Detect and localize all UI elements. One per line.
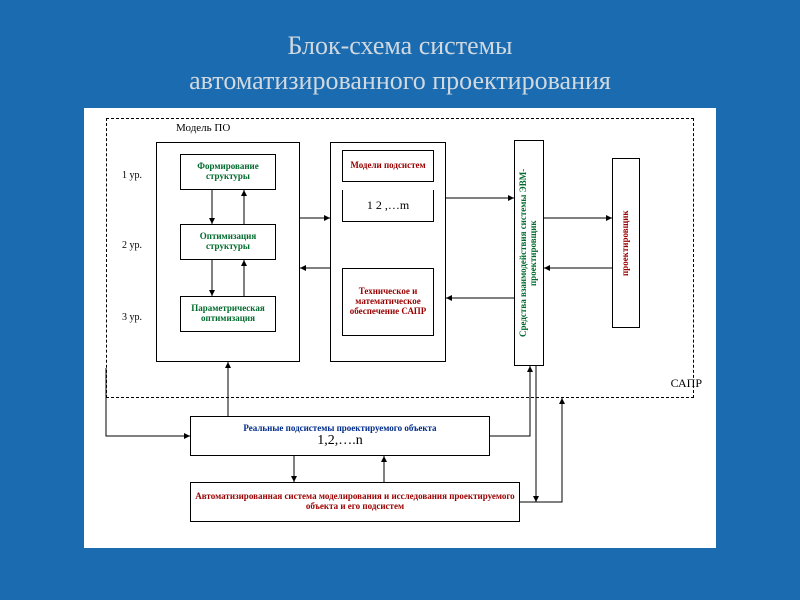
real-subsystems-title: Реальные подсистемы проектируемого объек…: [243, 424, 436, 434]
level-1-label: 1 ур.: [122, 170, 142, 181]
sapr-label: САПР: [671, 376, 702, 391]
node-optimization: Оптимизация структуры: [180, 224, 276, 260]
node-tech-math: Техническое и математическое обеспечение…: [342, 268, 434, 336]
node-interaction-tools: Средства взаимодействия системы ЭВМ-прое…: [514, 140, 544, 366]
node-designer: проектировщик: [612, 158, 640, 328]
node-parametric: Параметрическая оптимизация: [180, 296, 276, 332]
node-real-subsystems: Реальные подсистемы проектируемого объек…: [190, 416, 490, 456]
level-3-label: 3 ур.: [122, 312, 142, 323]
node-models-count: 1 2 ,…m: [342, 190, 434, 222]
diagram-frame: Модель ПО 1 ур. 2 ур. 3 ур. Формирование…: [84, 108, 716, 548]
node-models: Модели подсистем: [342, 150, 434, 182]
real-subsystems-count: 1,2,….n: [317, 433, 363, 448]
node-formation: Формирование структуры: [180, 154, 276, 190]
node-automated-system: Автоматизированная система моделирования…: [190, 482, 520, 522]
title-line1: Блок-схема системы: [287, 31, 512, 60]
page-title: Блок-схема системы автоматизированного п…: [0, 0, 800, 108]
model-po-label: Модель ПО: [176, 122, 230, 134]
title-line2: автоматизированного проектирования: [189, 66, 611, 95]
level-2-label: 2 ур.: [122, 240, 142, 251]
